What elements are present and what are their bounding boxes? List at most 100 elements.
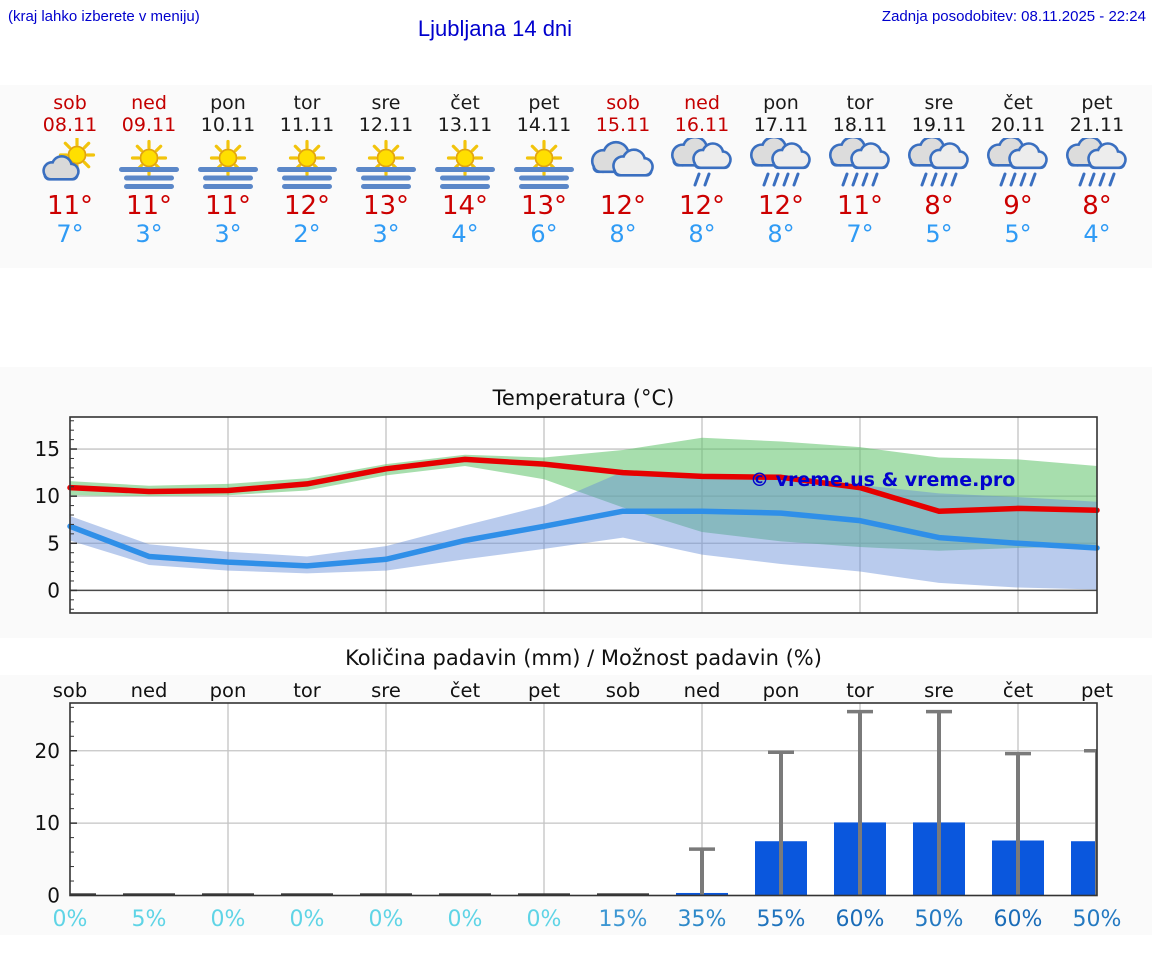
precip-bar-zero bbox=[597, 893, 649, 896]
temperature-chart-svg: 0 5 10 15 © vreme.us & vreme.pro bbox=[35, 416, 1100, 614]
precipitation-chart: sob ned pon tor sre čet pet sob ned pon tor sre čet p… bbox=[0, 675, 1152, 935]
precip-day-label: pet bbox=[1081, 679, 1113, 702]
precip-chance-label: 15% bbox=[599, 907, 648, 932]
day-column: sre 12.11 13° 3° bbox=[347, 85, 426, 248]
day-low-temp: 4° bbox=[1083, 220, 1111, 248]
location-hint: (kraj lahko izberete v meniju) bbox=[8, 8, 200, 25]
day-name: ned bbox=[131, 92, 167, 114]
last-updated: Zadnja posodobitev: 08.11.2025 - 22:24 bbox=[881, 8, 1146, 25]
temp-max-range bbox=[70, 437, 1097, 551]
day-date: 18.11 bbox=[832, 114, 888, 136]
day-high-temp: 12° bbox=[678, 191, 726, 221]
weather-icon-wrap bbox=[663, 135, 742, 190]
day-name: pon bbox=[210, 92, 246, 114]
day-low-temp: 8° bbox=[767, 220, 795, 248]
precip-bars-group bbox=[70, 709, 1097, 896]
day-high-temp: 14° bbox=[441, 191, 489, 221]
day-date: 08.11 bbox=[42, 114, 98, 136]
sun-fog-icon bbox=[435, 139, 495, 189]
weather-icon-wrap bbox=[110, 138, 189, 190]
day-name: sre bbox=[924, 92, 954, 114]
weather-icon-wrap bbox=[821, 135, 900, 190]
day-date: 20.11 bbox=[990, 114, 1046, 136]
temp-ytick-label: 15 bbox=[35, 437, 60, 461]
temp-min-range bbox=[70, 471, 1097, 590]
precip-ytick-label: 10 bbox=[35, 811, 60, 835]
day-date: 14.11 bbox=[516, 114, 572, 136]
day-high-temp: 12° bbox=[757, 191, 805, 221]
precip-chance-label: 0% bbox=[53, 907, 88, 932]
weather-icon-wrap bbox=[189, 138, 268, 190]
day-low-temp: 3° bbox=[214, 220, 242, 248]
precip-bar-zero bbox=[202, 893, 254, 896]
sun-fog-icon bbox=[198, 139, 258, 189]
day-high-temp: 11° bbox=[836, 191, 884, 221]
day-name: tor bbox=[846, 92, 874, 114]
day-high-temp: 11° bbox=[125, 191, 173, 221]
day-low-temp: 2° bbox=[293, 220, 321, 248]
precip-day-label: sre bbox=[924, 679, 954, 702]
precip-day-label: pet bbox=[528, 679, 560, 702]
day-column: čet 13.11 14° 4° bbox=[426, 85, 505, 248]
day-column: pet 21.11 8° 4° bbox=[1058, 85, 1137, 248]
day-date: 12.11 bbox=[358, 114, 414, 136]
precip-day-label: sre bbox=[371, 679, 401, 702]
sun-cloud-icon bbox=[42, 136, 96, 181]
precip-day-label: pon bbox=[763, 679, 800, 702]
precip-day-label: ned bbox=[131, 679, 168, 702]
day-name: čet bbox=[450, 92, 480, 114]
watermark: © vreme.us & vreme.pro bbox=[750, 469, 1015, 491]
day-column: sob 15.11 12° 8° bbox=[584, 85, 663, 248]
day-name: ned bbox=[684, 92, 720, 114]
precip-chance-label: 50% bbox=[1073, 907, 1122, 932]
day-column: ned 09.11 11° 3° bbox=[110, 85, 189, 248]
precipitation-chart-svg: sob ned pon tor sre čet pet sob ned pon tor sre čet p… bbox=[35, 679, 1122, 932]
day-column: sob 08.11 11° 7° bbox=[31, 85, 110, 248]
precip-bar-zero bbox=[123, 893, 175, 896]
weather-icon-wrap bbox=[979, 135, 1058, 190]
precip-day-label: tor bbox=[846, 679, 875, 702]
precip-chance-label: 0% bbox=[211, 907, 246, 932]
precip-bar-zero bbox=[281, 893, 333, 896]
day-column: čet 20.11 9° 5° bbox=[979, 85, 1058, 248]
day-date: 16.11 bbox=[674, 114, 730, 136]
precip-day-label: sob bbox=[53, 679, 87, 702]
precip-bar-zero bbox=[70, 893, 96, 896]
precip-bar bbox=[1071, 841, 1097, 896]
precip-bar-zero bbox=[439, 893, 491, 896]
weather-icon-wrap bbox=[742, 135, 821, 190]
precip-chart-title: Količina padavin (mm) / Možnost padavin … bbox=[345, 646, 822, 670]
day-name: sob bbox=[53, 92, 87, 114]
day-low-temp: 4° bbox=[451, 220, 479, 248]
forecast-panel: sob 08.11 11° 7° ned 09.11 11° 3° pon 10.11 11° 3° t… bbox=[0, 85, 1152, 268]
day-high-temp: 8° bbox=[924, 191, 954, 221]
weather-icon-wrap bbox=[505, 138, 584, 190]
day-date: 09.11 bbox=[121, 114, 177, 136]
weather-icon-wrap bbox=[268, 138, 347, 190]
temp-ytick-label: 5 bbox=[47, 531, 60, 555]
precip-day-label: ned bbox=[684, 679, 721, 702]
precip-ytick-label: 0 bbox=[47, 884, 60, 908]
day-column: tor 18.11 11° 7° bbox=[821, 85, 900, 248]
precip-chance-label: 5% bbox=[132, 907, 167, 932]
day-date: 13.11 bbox=[437, 114, 493, 136]
temperature-chart-title: Temperatura (°C) bbox=[492, 386, 675, 410]
day-date: 19.11 bbox=[911, 114, 967, 136]
day-high-temp: 12° bbox=[283, 191, 331, 221]
sun-fog-icon bbox=[356, 139, 416, 189]
temperature-chart: 0 5 10 15 © vreme.us & vreme.pro bbox=[0, 367, 1152, 638]
day-high-temp: 11° bbox=[204, 191, 252, 221]
precip-day-label: čet bbox=[450, 679, 481, 702]
rain-icon bbox=[749, 135, 811, 187]
precip-day-label: pon bbox=[210, 679, 247, 702]
weather-icon-wrap bbox=[584, 138, 663, 190]
day-column: sre 19.11 8° 5° bbox=[900, 85, 979, 248]
weather-icon-wrap bbox=[426, 138, 505, 190]
day-date: 10.11 bbox=[200, 114, 256, 136]
day-high-temp: 13° bbox=[362, 191, 410, 221]
day-date: 17.11 bbox=[753, 114, 809, 136]
precip-ytick-label: 20 bbox=[35, 739, 60, 763]
day-name: pon bbox=[763, 92, 799, 114]
sun-fog-icon bbox=[277, 139, 337, 189]
